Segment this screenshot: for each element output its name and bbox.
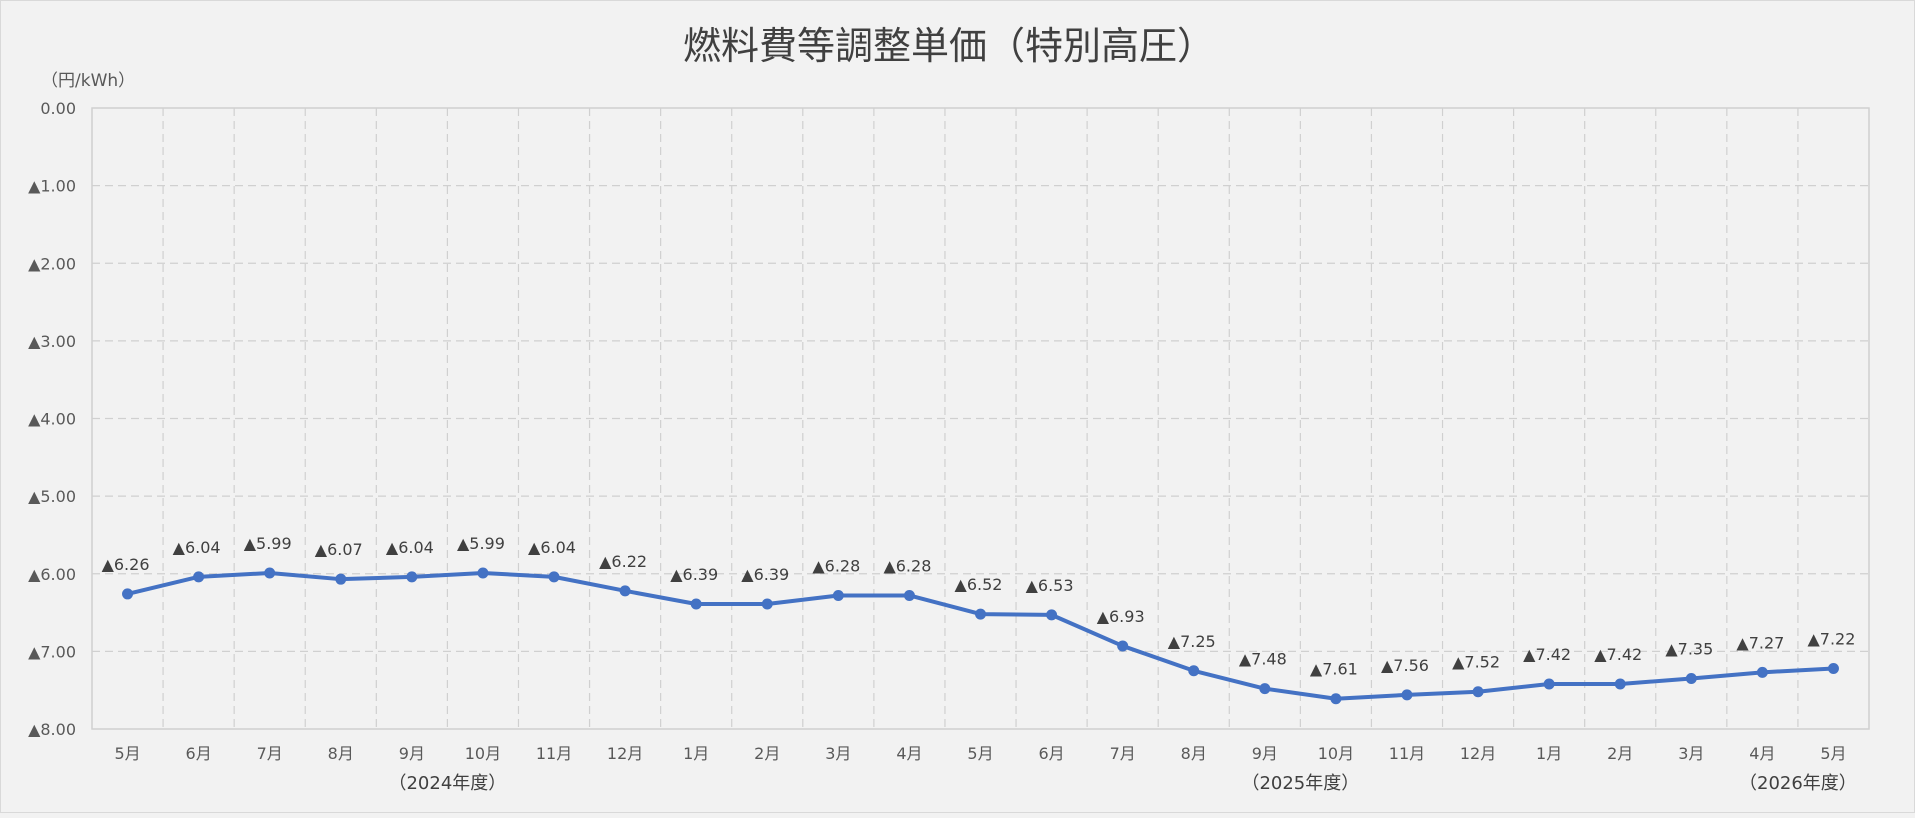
data-point [903, 589, 915, 601]
data-point [1543, 678, 1555, 690]
fiscal-year-label: （2024年度） [388, 773, 506, 794]
y-tick-label: ▲5.00 [28, 487, 76, 506]
data-point [264, 567, 276, 579]
x-tick-label: 10月 [1318, 744, 1354, 763]
x-tick-label: 11月 [1389, 744, 1425, 763]
x-tick-label: 3月 [825, 744, 851, 763]
x-tick-label: 11月 [536, 744, 572, 763]
data-point [690, 598, 702, 610]
data-label: ▲7.35 [1665, 640, 1713, 659]
y-tick-label: 0.00 [40, 99, 76, 118]
gridlines [91, 107, 1870, 730]
x-tick-label: 9月 [1252, 744, 1278, 763]
x-tick-label: 7月 [257, 744, 283, 763]
data-label: ▲6.28 [812, 556, 860, 575]
data-point [335, 573, 347, 585]
data-point [477, 567, 489, 579]
data-label: ▲6.93 [1097, 607, 1145, 626]
data-label: ▲6.39 [741, 565, 789, 584]
data-label: ▲7.42 [1523, 645, 1571, 664]
data-point [1188, 665, 1200, 677]
data-label: ▲7.25 [1168, 632, 1216, 651]
x-tick-label: 5月 [114, 744, 140, 763]
data-point [1046, 609, 1058, 621]
y-tick-label: ▲4.00 [28, 410, 76, 429]
data-label: ▲7.42 [1594, 645, 1642, 664]
x-tick-label: 5月 [1820, 744, 1846, 763]
data-labels: ▲6.26 ▲6.04 ▲5.99 ▲6.07 ▲6.04 ▲5.99 ▲6.04 ▲6.22… [102, 534, 1856, 679]
data-point [1330, 693, 1342, 705]
y-tick-label: ▲7.00 [28, 642, 76, 661]
x-tick-label: 12月 [607, 744, 643, 763]
data-label: ▲6.28 [883, 556, 931, 575]
data-point [832, 589, 844, 601]
y-tick-label: ▲2.00 [28, 254, 76, 273]
x-tick-label: 7月 [1110, 744, 1136, 763]
data-label: ▲6.04 [386, 538, 434, 557]
data-label: ▲7.61 [1310, 660, 1358, 679]
data-point [1685, 673, 1697, 685]
x-tick-label: 4月 [896, 744, 922, 763]
series-layer [122, 567, 1839, 705]
data-label: ▲6.07 [315, 540, 363, 559]
y-tick-label: ▲8.00 [28, 720, 76, 739]
data-point [1259, 683, 1271, 695]
data-label: ▲6.22 [599, 552, 647, 571]
x-tick-label: 1月 [683, 744, 709, 763]
y-tick-label: ▲1.00 [28, 177, 76, 196]
data-label: ▲7.56 [1381, 656, 1429, 675]
x-tick-label: 3月 [1678, 744, 1704, 763]
data-label: ▲6.39 [670, 565, 718, 584]
data-point [1614, 678, 1626, 690]
data-label: ▲7.48 [1239, 650, 1287, 669]
x-tick-label: 1月 [1536, 744, 1562, 763]
x-tick-label: 12月 [1460, 744, 1496, 763]
axes: 0.00 ▲1.00 ▲2.00 ▲3.00 ▲4.00 ▲5.00 ▲6.00 ▲7.00 ▲… [28, 99, 1857, 794]
data-point [1401, 689, 1413, 701]
x-tick-label: 2月 [754, 744, 780, 763]
data-label: ▲5.99 [457, 534, 505, 553]
x-tick-label: 2月 [1607, 744, 1633, 763]
x-tick-label: 6月 [186, 744, 212, 763]
x-tick-label: 4月 [1749, 744, 1775, 763]
x-tick-label: 6月 [1038, 744, 1064, 763]
data-point [193, 571, 205, 583]
data-point [1756, 666, 1768, 678]
y-tick-label: ▲6.00 [28, 565, 76, 584]
data-label: ▲7.52 [1452, 653, 1500, 672]
data-point [1117, 640, 1129, 652]
data-point [406, 571, 418, 583]
data-point [122, 588, 134, 600]
x-tick-label: 10月 [465, 744, 501, 763]
data-label: ▲5.99 [244, 534, 292, 553]
x-tick-label: 9月 [399, 744, 425, 763]
y-tick-label: ▲3.00 [28, 332, 76, 351]
x-tick-label: 8月 [328, 744, 354, 763]
data-label: ▲6.04 [528, 538, 576, 557]
data-label: ▲7.22 [1807, 629, 1855, 648]
data-label: ▲6.26 [102, 555, 150, 574]
data-label: ▲6.52 [955, 575, 1003, 594]
data-point [1827, 662, 1839, 674]
data-label: ▲6.04 [173, 538, 221, 557]
data-point [1472, 686, 1484, 698]
data-point [548, 571, 560, 583]
data-label: ▲6.53 [1026, 576, 1074, 595]
x-tick-label: 8月 [1181, 744, 1207, 763]
data-point [761, 598, 773, 610]
x-tick-label: 5月 [967, 744, 993, 763]
data-label: ▲7.27 [1736, 633, 1784, 652]
y-axis-unit-label: （円/kWh） [41, 71, 135, 91]
chart-title: 燃料費等調整単価（特別高圧） [683, 24, 1215, 68]
data-point [975, 608, 986, 620]
fiscal-year-label: （2026年度） [1739, 773, 1857, 794]
data-point [619, 585, 631, 597]
fiscal-year-label: （2025年度） [1241, 773, 1359, 794]
